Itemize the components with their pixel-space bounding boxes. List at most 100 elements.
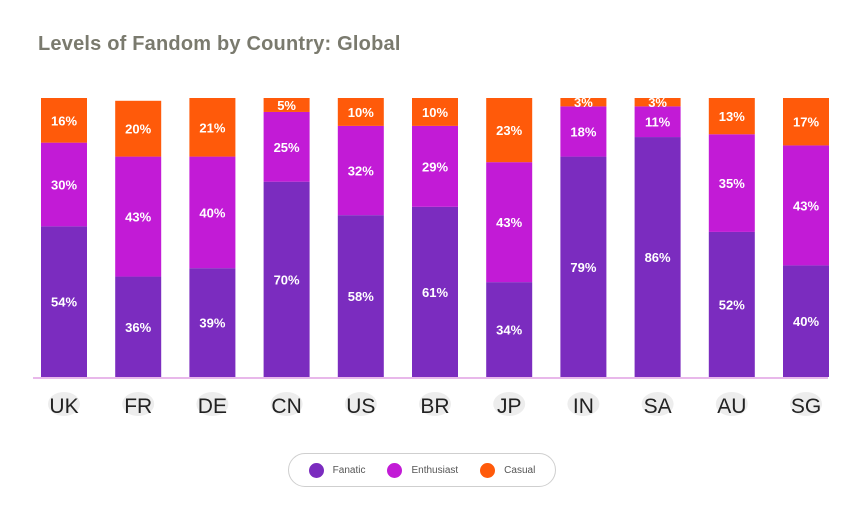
- data-label-uk-enthusiast: 30%: [51, 177, 77, 192]
- legend-swatch-fanatic: [308, 462, 324, 478]
- bar-in-fanatic: [560, 156, 607, 377]
- tick-label-cn: CN: [271, 395, 301, 418]
- legend-label-fanatic: Fanatic: [332, 464, 366, 476]
- country-map-fr: [122, 392, 155, 416]
- data-label-fr-fanatic: 36%: [125, 320, 151, 335]
- country-map-cn: [270, 392, 303, 416]
- bar-cn-enthusiast: [263, 111, 310, 182]
- data-label-jp-casual: 23%: [496, 123, 522, 138]
- bar-cn-fanatic: [263, 181, 310, 377]
- data-label-in-enthusiast: 18%: [570, 124, 596, 139]
- data-label-sa-enthusiast: 11%: [645, 115, 671, 130]
- data-label-us-casual: 10%: [348, 105, 374, 120]
- tick-label-br: BR: [420, 395, 449, 418]
- legend-swatch-casual: [480, 462, 496, 478]
- data-label-us-enthusiast: 32%: [348, 164, 374, 179]
- country-map-us: [344, 392, 377, 416]
- tick-label-uk: UK: [49, 395, 78, 418]
- data-label-fr-enthusiast: 43%: [125, 210, 151, 225]
- bar-au-enthusiast: [708, 134, 755, 232]
- chart-title: Levels of Fandom by Country: Global: [38, 33, 401, 55]
- country-map-uk: [48, 392, 80, 416]
- bar-sa-enthusiast: [634, 106, 681, 138]
- legend-item-casual: Casual: [480, 462, 536, 478]
- bar-sg-fanatic: [783, 265, 829, 377]
- data-label-de-enthusiast: 40%: [199, 205, 225, 220]
- data-label-cn-fanatic: 70%: [274, 272, 300, 287]
- bar-cn-casual: [263, 98, 310, 112]
- data-label-fr-casual: 20%: [125, 122, 151, 137]
- country-map-in: [567, 392, 600, 416]
- bar-jp-fanatic: [486, 282, 533, 377]
- tick-label-us: US: [346, 395, 375, 418]
- data-label-sg-casual: 17%: [793, 115, 819, 130]
- country-map-de: [196, 392, 229, 416]
- data-label-sa-casual: 3%: [648, 95, 667, 110]
- data-label-in-casual: 3%: [574, 95, 593, 110]
- bar-au-casual: [708, 98, 755, 135]
- bar-uk-fanatic: [41, 226, 87, 377]
- bar-de-enthusiast: [189, 156, 236, 269]
- bar-br-fanatic: [412, 206, 458, 377]
- country-map-jp: [493, 392, 526, 416]
- bar-us-enthusiast: [337, 125, 384, 216]
- legend-label-casual: Casual: [504, 464, 536, 476]
- bar-uk-enthusiast: [41, 142, 87, 227]
- tick-label-au: AU: [717, 395, 746, 418]
- bar-jp-enthusiast: [486, 162, 533, 283]
- bar-sa-casual: [634, 98, 681, 107]
- legend: Fanatic Enthusiast Casual: [288, 453, 556, 487]
- country-map-au: [715, 392, 748, 416]
- data-label-br-fanatic: 61%: [422, 285, 448, 300]
- bar-sa-fanatic: [634, 137, 681, 377]
- bar-us-fanatic: [337, 215, 384, 377]
- data-label-cn-casual: 5%: [277, 98, 296, 113]
- data-label-jp-fanatic: 34%: [496, 323, 522, 338]
- bar-fr-casual: [115, 100, 162, 157]
- tick-label-in: IN: [573, 395, 594, 418]
- data-label-in-fanatic: 79%: [570, 260, 596, 275]
- tick-label-de: DE: [198, 395, 227, 418]
- data-label-de-fanatic: 39%: [199, 316, 225, 331]
- tick-label-sa: SA: [644, 395, 672, 418]
- bar-br-casual: [412, 98, 458, 126]
- data-label-au-casual: 13%: [719, 109, 745, 124]
- data-label-us-fanatic: 58%: [348, 289, 374, 304]
- data-label-uk-casual: 16%: [51, 113, 77, 128]
- data-label-uk-fanatic: 54%: [51, 295, 77, 310]
- data-label-br-casual: 10%: [422, 105, 448, 120]
- country-map-br: [419, 392, 451, 416]
- data-label-sg-fanatic: 40%: [793, 314, 819, 329]
- bar-uk-casual: [41, 98, 87, 143]
- bar-in-enthusiast: [560, 106, 607, 157]
- data-label-sa-fanatic: 86%: [645, 250, 671, 265]
- legend-label-enthusiast: Enthusiast: [411, 464, 459, 476]
- legend-item-enthusiast: Enthusiast: [387, 462, 459, 478]
- tick-label-sg: SG: [791, 395, 821, 418]
- country-map-sg: [790, 392, 822, 416]
- bar-de-fanatic: [189, 268, 236, 377]
- bar-br-enthusiast: [412, 125, 458, 207]
- data-label-de-casual: 21%: [199, 120, 225, 135]
- bar-jp-casual: [486, 98, 533, 163]
- bar-fr-enthusiast: [115, 156, 162, 277]
- data-label-jp-enthusiast: 43%: [496, 215, 522, 230]
- country-map-sa: [641, 392, 674, 416]
- data-label-br-enthusiast: 29%: [422, 159, 448, 174]
- bar-in-casual: [560, 98, 607, 107]
- bar-au-fanatic: [708, 231, 755, 377]
- bar-sg-casual: [783, 98, 829, 146]
- data-label-au-fanatic: 52%: [719, 297, 745, 312]
- bar-de-casual: [189, 98, 236, 157]
- bar-sg-enthusiast: [783, 145, 829, 266]
- tick-label-jp: JP: [497, 395, 522, 418]
- legend-item-fanatic: Fanatic: [308, 462, 366, 478]
- tick-label-fr: FR: [124, 395, 152, 418]
- bar-us-casual: [337, 98, 384, 126]
- bar-fr-fanatic: [115, 276, 162, 377]
- data-label-sg-enthusiast: 43%: [793, 198, 819, 213]
- legend-swatch-enthusiast: [387, 462, 403, 478]
- data-label-au-enthusiast: 35%: [719, 176, 745, 191]
- data-label-cn-enthusiast: 25%: [274, 140, 300, 155]
